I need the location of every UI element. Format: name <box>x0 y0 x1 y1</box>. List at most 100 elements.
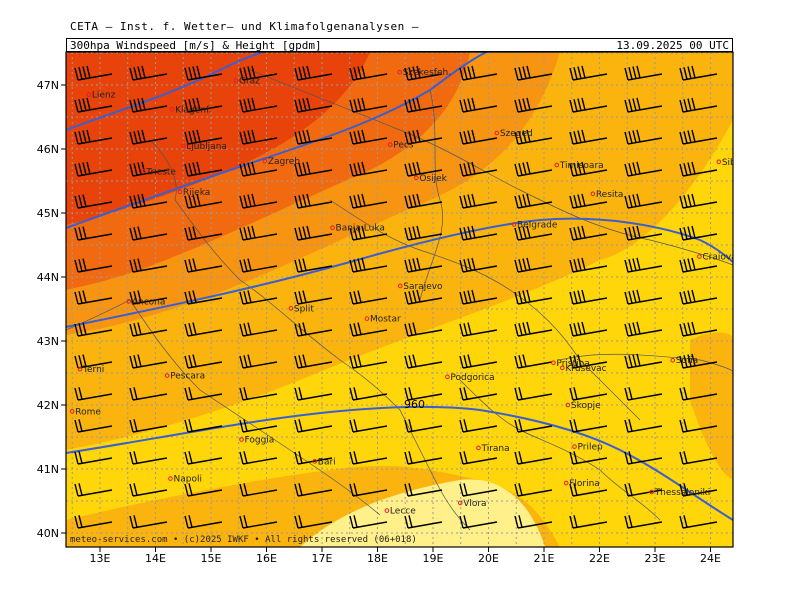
city-label: Ljubljana <box>186 142 227 152</box>
wind-barb <box>679 483 718 497</box>
wind-barb <box>349 225 388 241</box>
wind-barb <box>624 387 663 401</box>
city-marker: Foggia <box>239 436 274 446</box>
city-marker: Prilep <box>572 443 603 453</box>
wind-barb <box>294 97 333 113</box>
wind-barb <box>294 193 333 209</box>
wind-barb <box>74 194 113 209</box>
wind-barb <box>239 65 278 81</box>
latitude-tick-label: 41N <box>37 463 59 476</box>
city-marker: Split <box>288 304 314 314</box>
wind-barb <box>569 65 608 81</box>
wind-barb <box>404 289 443 305</box>
wind-barb <box>349 322 388 337</box>
wind-barb <box>459 129 498 145</box>
wind-barb <box>239 290 278 305</box>
wind-barb <box>569 289 608 305</box>
lat-lon-grid <box>66 52 733 547</box>
city-label: Rome <box>75 407 101 417</box>
wind-barb <box>239 451 278 465</box>
wind-barb <box>294 65 333 81</box>
latitude-tick-label: 44N <box>37 271 59 284</box>
wind-barb <box>349 97 388 113</box>
wind-barb <box>459 257 498 273</box>
longitude-tick-label: 23E <box>645 552 666 565</box>
wind-barb <box>129 387 168 401</box>
city-marker: Ljubljana <box>180 142 227 152</box>
city-label: Pescara <box>170 372 205 382</box>
wind-barb <box>569 225 608 241</box>
wind-barb <box>459 289 498 305</box>
wind-barb <box>404 225 443 241</box>
wind-barb <box>569 419 608 433</box>
city-label: Timisoara <box>559 161 604 171</box>
wind-barb <box>294 225 333 241</box>
wind-barb <box>459 161 498 177</box>
wind-barb <box>294 290 333 305</box>
wind-barb <box>349 387 388 401</box>
wind-barb <box>239 129 278 145</box>
wind-barb <box>679 257 718 273</box>
wind-barb <box>129 515 168 529</box>
wind-barb <box>349 193 388 209</box>
wind-barb <box>679 65 718 81</box>
wind-barb <box>514 65 553 81</box>
wind-barb <box>624 257 663 273</box>
wind-barb <box>679 353 718 369</box>
wind-barb <box>404 483 443 497</box>
wind-barb <box>184 193 223 209</box>
city-marker: Skopje <box>565 401 601 411</box>
latitude-tick-label: 47N <box>37 79 59 92</box>
wind-barb <box>569 257 608 273</box>
wind-barb <box>514 225 553 241</box>
wind-barb <box>294 515 333 529</box>
city-marker: Osijek <box>414 174 448 184</box>
wind-barb <box>679 129 718 145</box>
wind-barb <box>184 515 223 529</box>
wind-barb <box>624 65 663 81</box>
wind-barb <box>294 483 333 497</box>
city-marker: Pecs <box>387 141 414 151</box>
wind-barb <box>514 483 553 497</box>
wind-barb <box>404 97 443 113</box>
wind-barb <box>349 257 388 273</box>
wind-barb <box>184 387 223 401</box>
wind-barb <box>74 419 113 433</box>
wind-barb <box>459 451 498 465</box>
wind-barb <box>74 387 113 401</box>
city-marker: Rome <box>69 407 101 417</box>
wind-barb <box>239 419 278 433</box>
city-label: Ancona <box>132 297 166 307</box>
wind-barb <box>459 65 498 81</box>
city-marker: Resita <box>590 190 623 200</box>
wind-barb <box>514 97 553 113</box>
wind-barb <box>459 419 498 433</box>
city-marker: Szeged <box>494 129 533 139</box>
wind-barb <box>239 354 278 369</box>
wind-barb <box>404 129 443 145</box>
city-marker: Podgorica <box>445 373 495 383</box>
city-marker: Mostar <box>364 315 401 325</box>
wind-barb <box>74 290 113 305</box>
map-frame <box>65 51 734 548</box>
longitude-tick-label: 16E <box>256 552 277 565</box>
city-marker: Lienz <box>86 91 116 101</box>
longitude-tick-label: 21E <box>534 552 555 565</box>
wind-barb <box>74 97 113 113</box>
wind-barb <box>679 193 718 209</box>
wind-barb <box>184 322 223 337</box>
city-label: Sibiu <box>722 158 744 168</box>
wind-barb <box>459 483 498 497</box>
wind-barb <box>129 354 168 369</box>
wind-barb <box>239 97 278 113</box>
longitude-tick-label: 18E <box>367 552 388 565</box>
wind-barb <box>129 65 168 81</box>
city-label: Osijek <box>419 174 447 184</box>
city-label: Podgorica <box>450 373 494 383</box>
parameter-title: 300hpa Windspeed [m/s] & Height [gpdm] <box>70 39 322 52</box>
wind-barb <box>404 161 443 177</box>
city-marker: Klagenf. <box>169 105 211 115</box>
city-label: Bari <box>318 457 336 467</box>
wind-barb <box>74 226 113 241</box>
wind-barb <box>74 515 113 529</box>
